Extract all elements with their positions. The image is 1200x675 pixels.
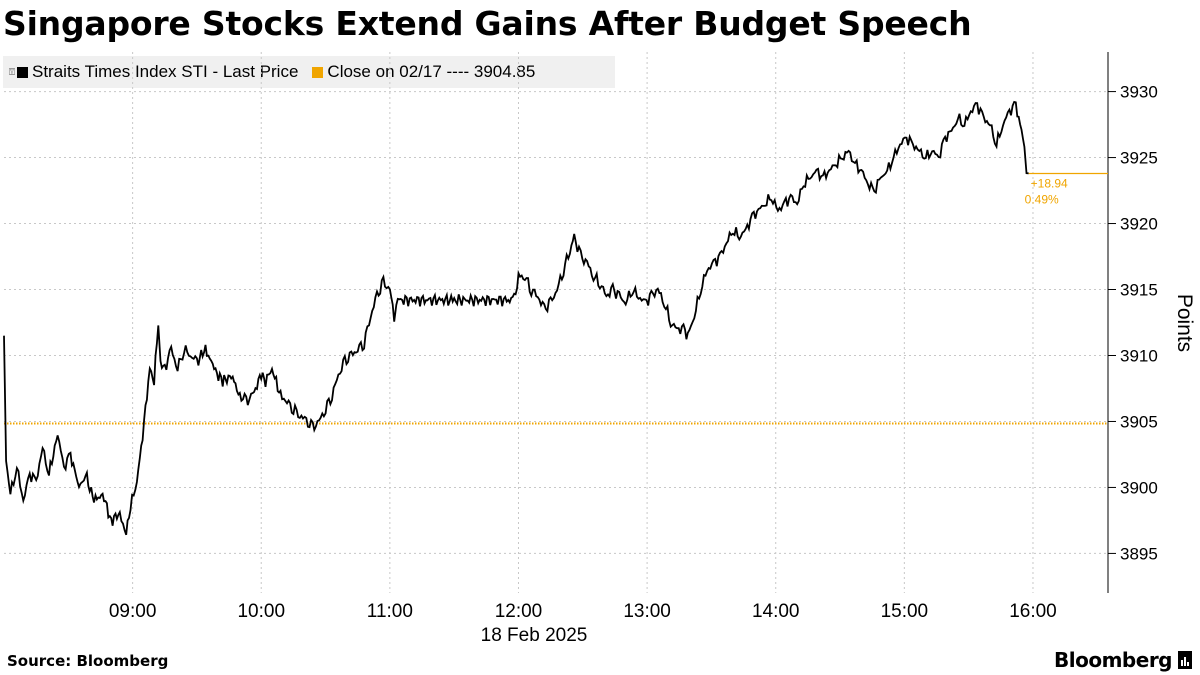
brand-name: Bloomberg — [1054, 648, 1172, 672]
y-tick-label: 3910 — [1120, 346, 1158, 365]
x-tick-label: 10:00 — [237, 601, 285, 622]
legend-item-close: Close on 02/17 ---- 3904.85 — [312, 62, 535, 82]
line-sti — [3, 100, 1029, 536]
legend-label-sti: Straits Times Index STI - Last Price — [32, 62, 299, 81]
y-tick-label: 3915 — [1120, 281, 1158, 300]
grid — [4, 52, 1108, 593]
tick-labels: 3895 3900 3905 3910 3915 3920 3925 3930 09:00 10:… — [109, 83, 1158, 622]
y-tick-label: 3920 — [1120, 215, 1158, 234]
pin-icon[interactable]: ⍔ — [9, 66, 15, 78]
legend-label-close: Close on 02/17 ---- 3904.85 — [327, 62, 536, 81]
legend: ⍔ Straits Times Index STI - Last Price C… — [3, 56, 615, 88]
x-tick-label: 16:00 — [1009, 601, 1057, 622]
y-tick-label: 3905 — [1120, 412, 1158, 431]
axes — [1107, 52, 1116, 593]
y-tick-label: 3900 — [1120, 478, 1158, 497]
x-tick-label: 14:00 — [752, 601, 800, 622]
x-tick-label: 11:00 — [367, 601, 413, 622]
y-tick-label: 3930 — [1120, 83, 1158, 102]
x-tick-label: 13:00 — [623, 601, 671, 622]
legend-swatch-close — [312, 66, 324, 78]
source-note: Source: Bloomberg — [7, 652, 169, 670]
legend-swatch-sti — [17, 66, 28, 78]
annotation-pct: 0.49% — [1025, 193, 1059, 207]
x-tick-label: 12:00 — [495, 601, 543, 622]
y-axis-label: Points — [1173, 294, 1196, 352]
series — [3, 100, 1029, 536]
bloomberg-logo-icon — [1178, 651, 1192, 669]
legend-item-sti: Straits Times Index STI - Last Price — [17, 62, 298, 82]
annotation-change: +18.94 — [1031, 177, 1068, 191]
annotations: +18.94 0.49% — [1025, 172, 1108, 207]
y-tick-label: 3925 — [1120, 149, 1158, 168]
chart-title: Singapore Stocks Extend Gains After Budg… — [3, 4, 972, 43]
x-tick-label: 15:00 — [881, 601, 929, 622]
y-tick-label: 3895 — [1120, 544, 1158, 563]
brand: Bloomberg — [1054, 648, 1192, 672]
x-tick-label: 09:00 — [109, 601, 157, 622]
x-axis-label: 18 Feb 2025 — [481, 625, 588, 646]
